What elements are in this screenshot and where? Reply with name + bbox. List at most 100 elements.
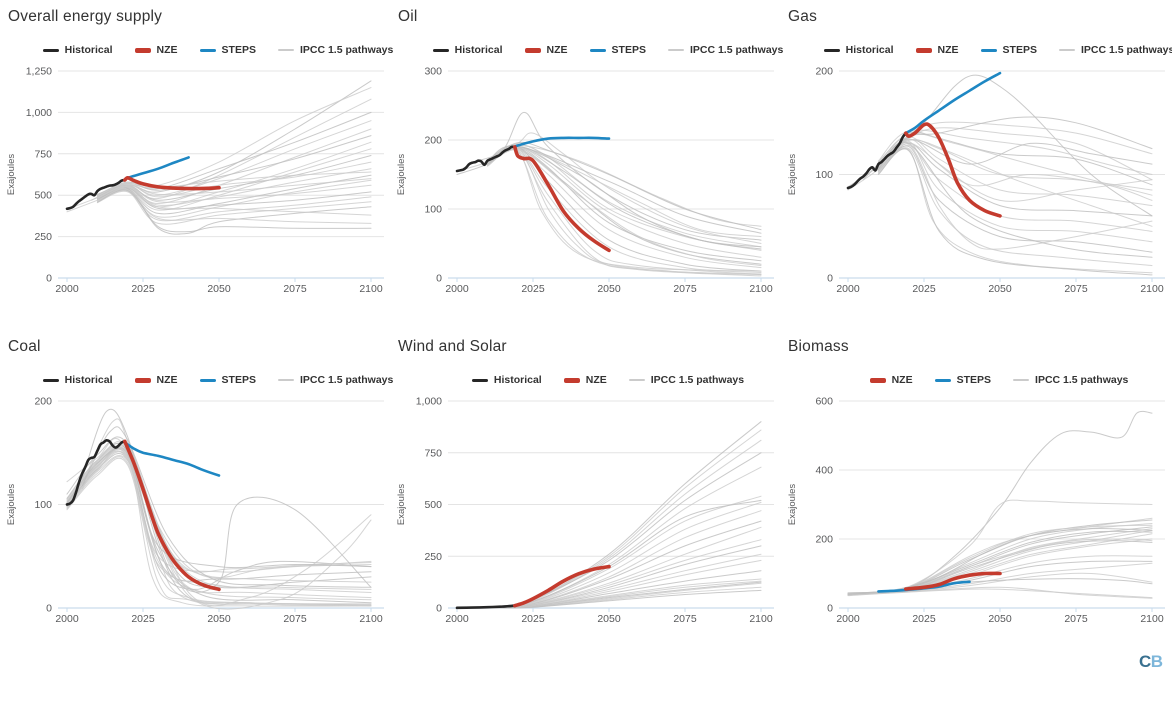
y-axis-tick-label: 0 bbox=[46, 273, 52, 285]
legend-label: NZE bbox=[937, 44, 959, 56]
legend-item-ipcc-1-5-pathways[interactable]: IPCC 1.5 pathways bbox=[277, 374, 393, 386]
y-axis-tick-label: 250 bbox=[424, 551, 442, 563]
ipcc-pathway-line bbox=[877, 145, 1153, 253]
ipcc-pathway-line bbox=[877, 148, 1153, 276]
x-axis-tick-label: 2075 bbox=[283, 613, 307, 625]
chart-legend-overall: Historical NZE STEPS IPCC 1.5 pathways bbox=[42, 44, 393, 56]
steps-line[interactable] bbox=[123, 156, 190, 182]
legend-item-historical[interactable]: Historical bbox=[42, 374, 113, 386]
legend-item-historical[interactable]: Historical bbox=[823, 44, 894, 56]
ipcc-pathway-line bbox=[66, 453, 372, 590]
ipcc-pathway-line bbox=[877, 147, 1153, 274]
legend-item-steps[interactable]: STEPS bbox=[199, 44, 256, 56]
nze-line[interactable] bbox=[904, 571, 1002, 591]
ipcc-pathway-line bbox=[66, 446, 372, 607]
x-axis-tick-label: 2075 bbox=[673, 283, 697, 295]
legend-label: IPCC 1.5 pathways bbox=[650, 374, 745, 386]
nze-swatch-icon bbox=[915, 47, 932, 53]
ipcc-pathway-line bbox=[862, 74, 1153, 217]
historical-line[interactable] bbox=[846, 131, 908, 190]
legend-item-historical[interactable]: Historical bbox=[42, 44, 113, 56]
legend-item-nze[interactable]: NZE bbox=[134, 374, 178, 386]
legend-label: IPCC 1.5 pathways bbox=[1035, 374, 1129, 386]
steps-line[interactable] bbox=[513, 136, 611, 149]
ipcc-pathway-line bbox=[486, 143, 762, 238]
ipcc-pathway-line bbox=[66, 442, 372, 590]
y-axis-tick-label: 1,000 bbox=[416, 396, 442, 408]
historical-swatch-icon bbox=[432, 48, 449, 52]
y-axis-tick-label: 1,250 bbox=[26, 66, 52, 78]
y-axis-title: Exajoules bbox=[787, 154, 798, 195]
legend-item-nze[interactable]: NZE bbox=[869, 374, 913, 386]
chart-legend-wind-solar: Historical NZE IPCC 1.5 pathways bbox=[448, 374, 768, 386]
legend-item-ipcc-1-5-pathways[interactable]: IPCC 1.5 pathways bbox=[1013, 374, 1128, 386]
panel-biomass: Biomass NZE STEPS IPCC 1.5 pathways 0 200 40… bbox=[780, 330, 1172, 660]
x-axis-tick-label: 2100 bbox=[749, 283, 773, 295]
x-axis-tick-label: 2025 bbox=[912, 613, 936, 625]
y-axis-title: Exajoules bbox=[6, 484, 17, 525]
ipcc-pathway-line bbox=[486, 149, 762, 269]
legend-item-nze[interactable]: NZE bbox=[915, 44, 959, 56]
historical-line[interactable] bbox=[455, 145, 517, 173]
y-axis-tick-label: 200 bbox=[424, 135, 442, 147]
legend-item-nze[interactable]: NZE bbox=[563, 374, 607, 386]
ipcc-pathway-line bbox=[877, 127, 1153, 181]
ipcc-pathway-line bbox=[847, 410, 1153, 594]
logo-letter-b: B bbox=[1150, 652, 1163, 671]
x-axis-tick-label: 2025 bbox=[912, 283, 936, 295]
legend-item-steps[interactable]: STEPS bbox=[980, 44, 1037, 56]
x-axis-tick-label: 2000 bbox=[836, 283, 860, 295]
y-axis-tick-label: 200 bbox=[815, 534, 833, 546]
steps-swatch-icon bbox=[199, 378, 216, 382]
x-axis-tick-label: 2100 bbox=[359, 283, 383, 295]
steps-line[interactable] bbox=[904, 71, 1002, 135]
legend-item-ipcc-1-5-pathways[interactable]: IPCC 1.5 pathways bbox=[667, 44, 783, 56]
nze-line[interactable] bbox=[513, 564, 611, 608]
legend-item-ipcc-1-5-pathways[interactable]: IPCC 1.5 pathways bbox=[1058, 44, 1172, 56]
ipcc-pathway-line bbox=[96, 135, 372, 196]
ipcc-pathway-line bbox=[66, 178, 372, 210]
chart-plot-wind-solar: 0 250 500 750 1,000 2000 2025 2050 2075 2100 Exajo… bbox=[396, 396, 774, 625]
historical-line[interactable] bbox=[65, 438, 127, 506]
ipcc-pathway-line bbox=[877, 140, 1153, 243]
legend-item-historical[interactable]: Historical bbox=[471, 374, 542, 386]
x-axis-tick-label: 2000 bbox=[55, 613, 79, 625]
legend-label: NZE bbox=[891, 374, 913, 386]
legend-item-steps[interactable]: STEPS bbox=[589, 44, 646, 56]
historical-swatch-icon bbox=[42, 378, 59, 382]
legend-item-steps[interactable]: STEPS bbox=[934, 374, 992, 386]
ipcc-1-5-pathways-swatch-icon bbox=[667, 49, 684, 51]
nze-line[interactable] bbox=[123, 439, 221, 592]
steps-line[interactable] bbox=[123, 441, 221, 477]
ipcc-pathway-line bbox=[96, 187, 372, 235]
steps-swatch-icon bbox=[980, 48, 997, 52]
historical-line[interactable] bbox=[455, 604, 517, 610]
legend-item-steps[interactable]: STEPS bbox=[199, 374, 256, 386]
legend-item-historical[interactable]: Historical bbox=[432, 44, 503, 56]
legend-label: STEPS bbox=[956, 374, 992, 386]
y-axis-tick-label: 750 bbox=[424, 447, 442, 459]
legend-item-nze[interactable]: NZE bbox=[524, 44, 568, 56]
ipcc-pathway-line bbox=[66, 447, 372, 569]
legend-label: Historical bbox=[64, 44, 113, 56]
x-axis-tick-label: 2000 bbox=[445, 283, 469, 295]
ipcc-pathway-line bbox=[877, 147, 1153, 267]
legend-item-ipcc-1-5-pathways[interactable]: IPCC 1.5 pathways bbox=[628, 374, 745, 386]
y-axis-tick-label: 600 bbox=[815, 396, 833, 408]
legend-item-ipcc-1-5-pathways[interactable]: IPCC 1.5 pathways bbox=[277, 44, 393, 56]
nze-line[interactable] bbox=[123, 176, 221, 191]
legend-item-nze[interactable]: NZE bbox=[134, 44, 178, 56]
x-axis-tick-label: 2025 bbox=[131, 613, 155, 625]
historical-line[interactable] bbox=[65, 178, 127, 211]
ipcc-1-5-pathways-swatch-icon bbox=[1013, 379, 1030, 381]
ipcc-pathway-line bbox=[877, 143, 1153, 250]
x-axis-tick-label: 2100 bbox=[359, 613, 383, 625]
ipcc-pathway-line bbox=[66, 445, 372, 578]
ipcc-pathway-line bbox=[66, 451, 372, 601]
nze-line[interactable] bbox=[904, 122, 1002, 218]
nze-line[interactable] bbox=[513, 145, 611, 253]
legend-label: NZE bbox=[156, 374, 178, 386]
ipcc-pathway-line bbox=[486, 145, 762, 234]
legend-label: Historical bbox=[454, 44, 503, 56]
ipcc-pathway-line bbox=[66, 448, 372, 582]
